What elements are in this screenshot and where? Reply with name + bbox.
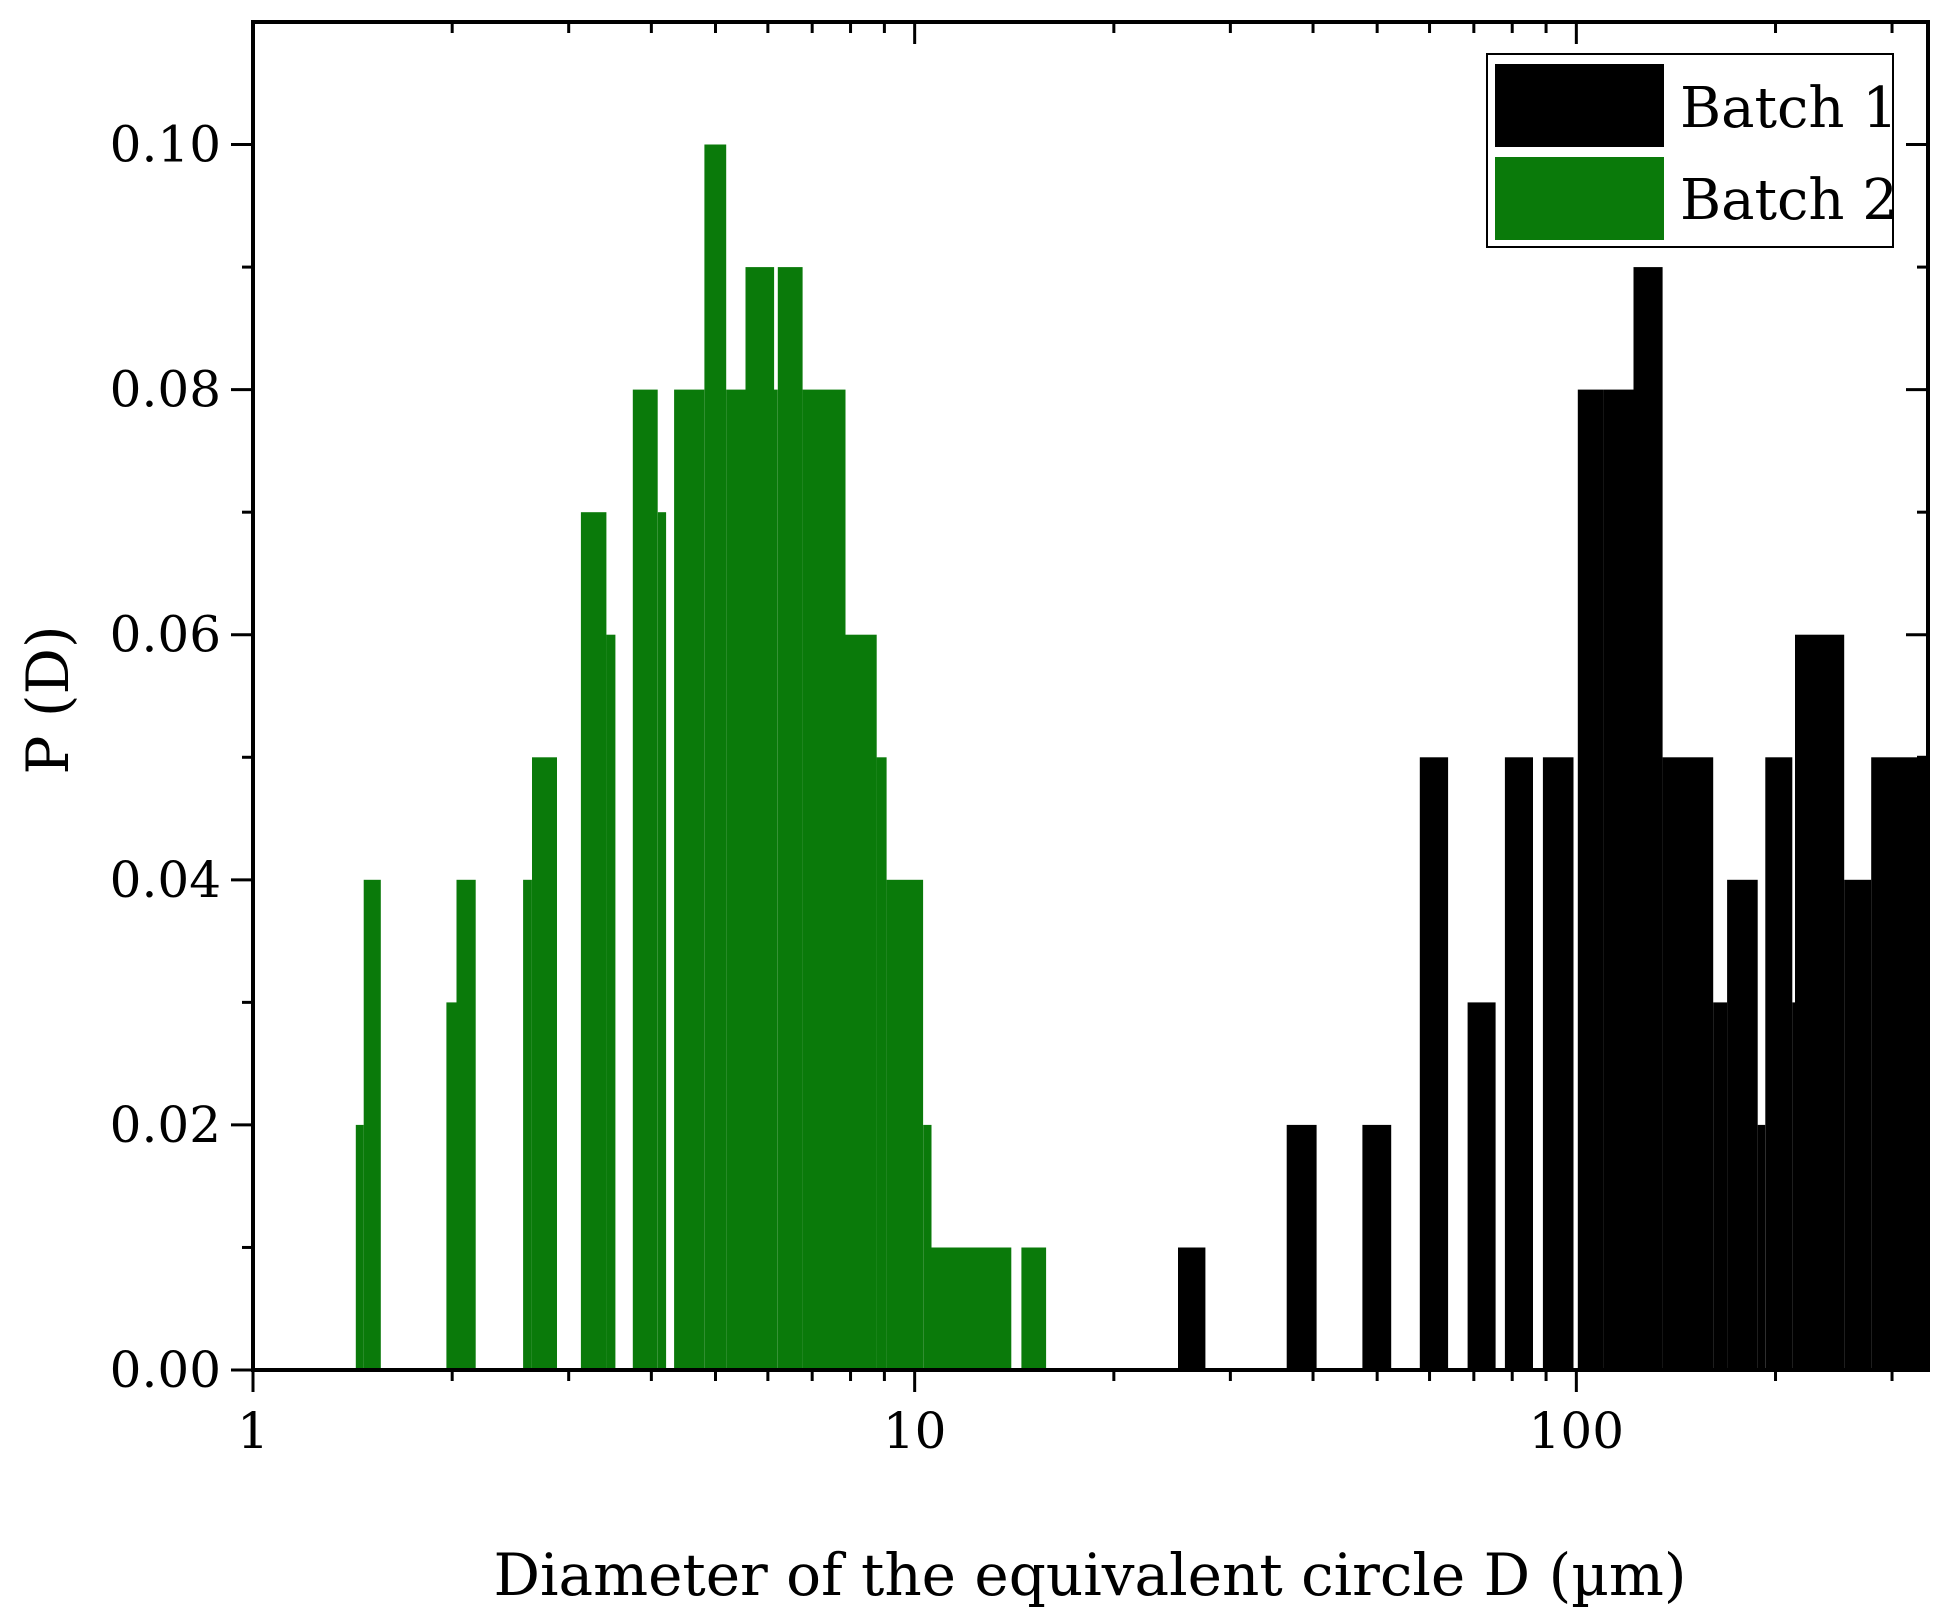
batch-2-bar-4 — [523, 879, 532, 1370]
batch-1-bar-9 — [1633, 267, 1663, 1371]
batch-1-bar-6 — [1542, 757, 1574, 1370]
batch-2-bar-10 — [674, 389, 705, 1371]
y-tick-label: 0.08 — [110, 361, 221, 419]
y-tick-label: 0.10 — [110, 116, 221, 174]
y-axis-title: P (D) — [14, 625, 82, 774]
batch-1-bar-1 — [1286, 1124, 1317, 1370]
batch-1-bar-3 — [1419, 757, 1449, 1370]
batch-1-bar-11 — [1713, 1002, 1728, 1370]
legend-label-batch-2: Batch 2 — [1680, 168, 1898, 233]
batch-2-bar-5 — [532, 757, 557, 1370]
y-tick-label: 0.00 — [110, 1341, 221, 1399]
batch-2-bar-9 — [657, 512, 667, 1370]
x-tick-label: 100 — [1529, 1402, 1624, 1460]
batch-2-bar-1 — [363, 879, 381, 1370]
batch-1-bar-8 — [1603, 389, 1634, 1371]
legend-swatch-batch-1 — [1495, 64, 1664, 147]
legend-label-batch-1: Batch 1 — [1680, 76, 1898, 141]
batch-1-bar-0 — [1178, 1247, 1206, 1370]
batch-2-bar-17 — [845, 634, 877, 1370]
legend-swatch-batch-2 — [1495, 157, 1664, 240]
plot-frame — [251, 20, 1930, 1372]
batch-2-bar-0 — [355, 1124, 364, 1370]
batch-2-bar-8 — [632, 389, 658, 1371]
batch-2-bar-2 — [446, 1002, 457, 1370]
batch-2-bar-12 — [726, 389, 746, 1371]
batch-2-bar-14 — [774, 389, 778, 1371]
batch-1-bar-13 — [1757, 1124, 1766, 1370]
tick-labels-layer: 1 10 100 0.00 0.02 0.04 0.06 0.08 0.10 — [110, 116, 1624, 1460]
batch-1-bar-2 — [1362, 1124, 1392, 1370]
y-tick-label: 0.04 — [110, 851, 221, 909]
y-tick-label: 0.02 — [110, 1096, 221, 1154]
batch-2-bar-21 — [931, 1247, 1012, 1370]
y-tick-label: 0.06 — [110, 606, 221, 664]
batch-1-bar-17 — [1844, 879, 1872, 1370]
batch-1-bar-15 — [1792, 1002, 1795, 1370]
batch-1-bar-14 — [1765, 757, 1793, 1370]
batch-1-bar-12 — [1727, 879, 1758, 1370]
batch-2-bar-11 — [704, 144, 727, 1370]
batch-2-bar-18 — [876, 757, 887, 1370]
batch-2-bar-3 — [456, 879, 476, 1370]
batch-1-bar-7 — [1577, 389, 1604, 1371]
batch-2-bar-7 — [606, 634, 616, 1370]
batch-2-bar-6 — [580, 512, 607, 1370]
batch-2-bar-15 — [777, 267, 803, 1371]
batch-2-bar-19 — [886, 879, 924, 1370]
batch-1-bar-10 — [1662, 757, 1714, 1370]
batch-2-bar-22 — [1021, 1247, 1047, 1370]
batch-1-bar-5 — [1504, 757, 1533, 1370]
x-tick-label: 1 — [237, 1402, 269, 1460]
bars-layer — [355, 144, 1928, 1371]
batch-1-bar-4 — [1467, 1002, 1496, 1370]
batch-2-bar-16 — [802, 389, 846, 1371]
legend: Batch 1 Batch 2 — [1486, 53, 1898, 248]
x-tick-label: 10 — [883, 1402, 947, 1460]
batch-2-bar-20 — [923, 1124, 932, 1370]
batch-1-bar-18 — [1871, 757, 1928, 1370]
batch-2-bar-13 — [745, 267, 775, 1371]
batch-1-bar-16 — [1795, 634, 1845, 1370]
x-axis-title: Diameter of the equivalent circle D (µm) — [493, 1541, 1686, 1609]
